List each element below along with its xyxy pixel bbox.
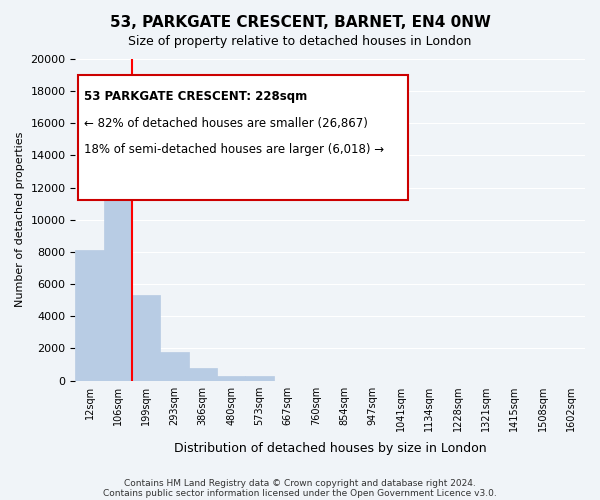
Bar xyxy=(217,376,245,380)
Text: ← 82% of detached houses are smaller (26,867): ← 82% of detached houses are smaller (26… xyxy=(84,118,368,130)
Text: 53 PARKGATE CRESCENT: 228sqm: 53 PARKGATE CRESCENT: 228sqm xyxy=(84,90,307,103)
Bar xyxy=(245,376,274,380)
Text: Contains HM Land Registry data © Crown copyright and database right 2024.: Contains HM Land Registry data © Crown c… xyxy=(124,478,476,488)
X-axis label: Distribution of detached houses by size in London: Distribution of detached houses by size … xyxy=(174,442,487,455)
Text: 53, PARKGATE CRESCENT, BARNET, EN4 0NW: 53, PARKGATE CRESCENT, BARNET, EN4 0NW xyxy=(110,15,490,30)
Bar xyxy=(76,250,104,380)
Text: Contains public sector information licensed under the Open Government Licence v3: Contains public sector information licen… xyxy=(103,488,497,498)
Bar xyxy=(160,352,188,380)
Bar xyxy=(132,296,160,380)
Text: Size of property relative to detached houses in London: Size of property relative to detached ho… xyxy=(128,35,472,48)
Bar xyxy=(104,114,132,380)
Bar xyxy=(188,368,217,380)
Y-axis label: Number of detached properties: Number of detached properties xyxy=(15,132,25,308)
Text: 18% of semi-detached houses are larger (6,018) →: 18% of semi-detached houses are larger (… xyxy=(84,142,384,156)
